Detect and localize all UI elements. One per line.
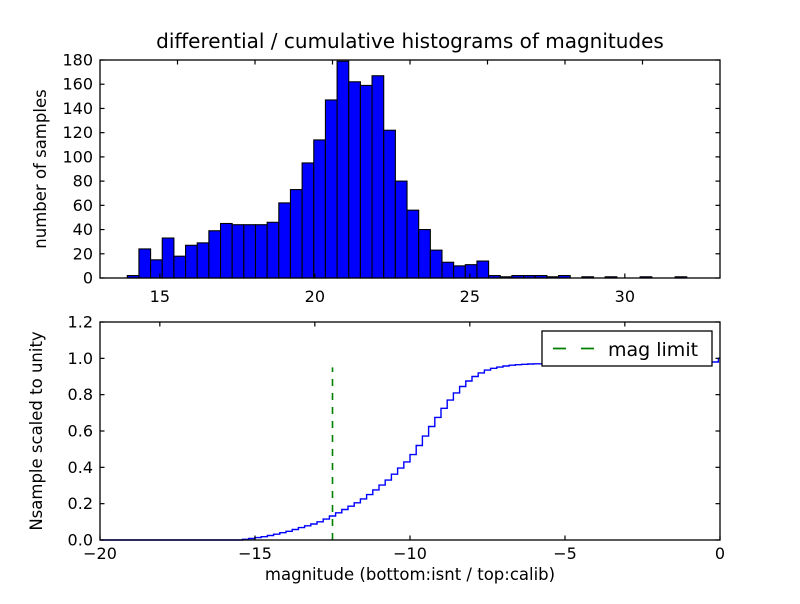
legend: mag limit: [541, 330, 713, 367]
y-tick-label: 180: [62, 51, 93, 70]
y-tick-label: 0.4: [68, 458, 93, 477]
y-tick-label: 0: [83, 269, 93, 288]
histogram-bar: [441, 261, 455, 279]
histogram-bar: [196, 242, 210, 279]
histogram-bar: [371, 75, 385, 279]
y-tick-label: 0.8: [68, 385, 93, 404]
y-tick-label: 80: [73, 172, 93, 191]
histogram-bar: [289, 189, 303, 279]
histogram-bar: [476, 260, 490, 279]
axes-spines: [99, 321, 721, 541]
y-tick-label: 0.0: [68, 531, 93, 550]
histogram-bar: [161, 237, 175, 279]
y-tick-label: 0.2: [68, 494, 93, 513]
histogram-bar: [348, 81, 361, 279]
histogram-bar: [208, 230, 222, 279]
histogram-bar: [173, 255, 187, 279]
y-tick-label: 160: [62, 75, 93, 94]
x-tick-label: 20: [305, 287, 325, 306]
y-tick-label: 100: [62, 147, 93, 166]
legend-box: [541, 330, 713, 367]
y-tick-label: 60: [73, 196, 93, 215]
histogram-bar: [150, 259, 163, 279]
y-tick-label: 140: [62, 99, 93, 118]
xlabel: magnitude (bottom:isnt / top:calib): [265, 565, 555, 584]
histogram-bar: [254, 224, 268, 279]
bottom-ylabel: Nsample scaled to unity: [27, 331, 46, 531]
histogram-bar: [359, 84, 373, 279]
x-tick-label: 25: [460, 287, 480, 306]
x-tick-label: −5: [553, 544, 577, 563]
histogram-bar: [336, 60, 350, 279]
x-tick-label: −20: [83, 544, 117, 563]
cumulative-curve: [100, 357, 720, 541]
legend-label: mag limit: [608, 339, 698, 361]
histogram-bar: [324, 99, 338, 279]
histogram-bar: [231, 224, 245, 279]
bottom-cumulative-axes: −20 −15 −10 −5 0 0.0 0.2 0.4 0.6 0.8 1.0 1.2: [68, 313, 726, 564]
histogram-bar: [406, 209, 420, 279]
y-tick-label: 0.6: [68, 422, 93, 441]
top-ylabel: number of samples: [31, 89, 50, 248]
x-tick-label: −15: [238, 544, 272, 563]
y-tick-label: 20: [73, 244, 93, 263]
y-tick-label: 1.0: [68, 349, 93, 368]
y-tick-label: 1.2: [68, 313, 93, 332]
histogram-bar: [383, 129, 396, 279]
y-tick-label: 40: [73, 220, 93, 239]
chart-title: differential / cumulative histograms of …: [156, 29, 664, 53]
histogram-bar: [278, 202, 292, 279]
x-tick-label: 15: [150, 287, 170, 306]
axes-spines: [99, 59, 721, 279]
histogram-bar: [464, 264, 478, 279]
histogram-bar: [418, 229, 431, 279]
x-tick-label: 0: [715, 544, 725, 563]
histogram-bar: [301, 162, 315, 279]
x-tick-label: −10: [393, 544, 427, 563]
histogram-bar: [453, 265, 466, 279]
histogram-bar: [313, 139, 326, 279]
top-histogram-axes: 15 20 25 30 0 20 40 60 80 100 120 140 160 180: [62, 51, 721, 306]
x-tick-label: 30: [615, 287, 635, 306]
histogram-bar: [429, 249, 443, 279]
histogram-bar: [394, 180, 408, 279]
histogram-bar: [138, 248, 152, 279]
histogram-bar: [219, 222, 233, 279]
histogram-bar: [243, 224, 257, 279]
histogram-bar: [185, 244, 198, 279]
y-tick-label: 120: [62, 123, 93, 142]
histogram-bar: [266, 221, 280, 279]
